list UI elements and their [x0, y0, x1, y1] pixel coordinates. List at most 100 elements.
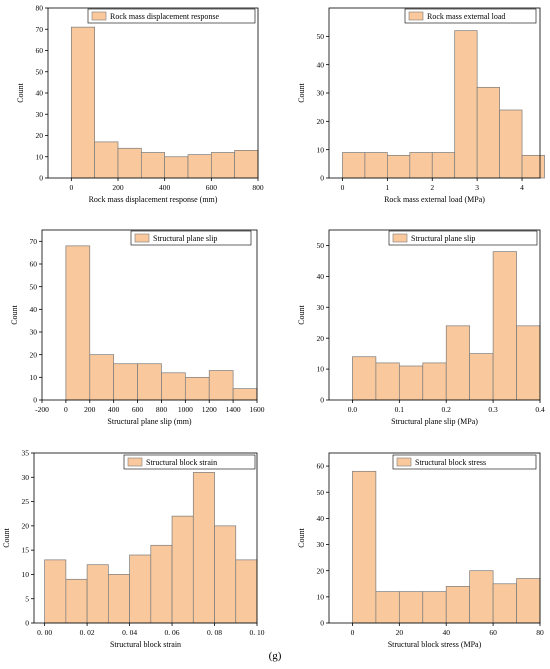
histogram-bar — [107, 574, 130, 624]
histogram-bar — [445, 325, 471, 401]
histogram-bar — [431, 152, 456, 179]
histogram-bar — [492, 251, 517, 401]
legend-box — [130, 230, 252, 246]
x-tick-label: 0. 04 — [122, 628, 137, 637]
histogram-bar — [235, 559, 258, 624]
y-tick-label: 10 — [317, 365, 325, 374]
y-tick-label: 50 — [317, 488, 325, 497]
y-tick-label: 70 — [36, 25, 44, 34]
x-tick-label: 1000 — [178, 405, 193, 414]
x-tick-label: 40 — [442, 628, 450, 637]
histogram-bar — [521, 154, 545, 179]
histogram-bar — [171, 515, 194, 624]
histogram-bar — [137, 363, 162, 401]
legend-swatch — [134, 233, 150, 243]
histogram-bar — [89, 354, 115, 401]
y-tick-label: 60 — [36, 46, 44, 55]
y-tick-label: 20 — [317, 334, 325, 343]
legend: Structural block strain — [123, 454, 256, 470]
x-axis-label: Structural plane slip (mm) — [107, 417, 192, 426]
histogram-bar — [187, 154, 212, 179]
plot-frame — [33, 452, 258, 624]
y-axis-label: Count — [2, 527, 11, 547]
histogram-bar — [398, 365, 424, 401]
y-tick-label: 0 — [25, 619, 29, 628]
y-tick-label: 40 — [317, 514, 325, 523]
y-tick-label: 50 — [317, 241, 325, 250]
histogram-bar — [65, 578, 88, 624]
legend-box — [87, 8, 256, 24]
chart-panel-3: -200 0 200 400 600 800 1000 1200 1400 16000102030… — [10, 229, 265, 426]
y-tick-label: 60 — [30, 260, 38, 269]
x-tick-label: 0. 00 — [37, 628, 52, 637]
histogram-bar — [492, 583, 517, 624]
y-tick-label: 50 — [317, 32, 325, 41]
y-tick-label: 20 — [36, 131, 44, 140]
y-tick-label: 50 — [36, 67, 44, 76]
x-axis-label: Structural block stress (MPa) — [388, 640, 482, 649]
x-tick-label: 0. 06 — [165, 628, 180, 637]
histogram-bar — [352, 470, 377, 624]
x-tick-label: 0.4 — [535, 405, 545, 414]
y-tick-label: 10 — [36, 152, 44, 161]
histogram-bar — [499, 109, 523, 179]
histogram-bar — [232, 388, 258, 401]
y-tick-label: 40 — [30, 305, 38, 314]
histogram-bar — [214, 525, 237, 624]
x-tick-label: 600 — [206, 183, 218, 192]
y-tick-label: 30 — [22, 473, 30, 482]
y-tick-label: 15 — [22, 546, 30, 555]
x-tick-label: 0.0 — [348, 405, 358, 414]
histogram-bar — [192, 472, 215, 624]
chart-panel-4: 0.0 0.1 0.2 0.3 0.4 0 10 20 30 40 50 Structural pla… — [297, 229, 545, 426]
histogram-bar — [70, 26, 96, 179]
legend-swatch — [408, 11, 424, 21]
legend-label: Structural block strain — [146, 458, 217, 467]
histogram-bar — [375, 591, 400, 624]
y-tick-label: 20 — [317, 566, 325, 575]
plot-frame — [328, 452, 541, 624]
x-tick-label: 2 — [430, 183, 434, 192]
x-tick-label: 0.1 — [395, 405, 405, 414]
histogram-bar — [117, 147, 142, 179]
histogram-bar — [164, 156, 189, 179]
legend: Rock mass external load — [404, 8, 537, 24]
legend-swatch — [127, 457, 143, 467]
y-tick-label: 30 — [36, 110, 44, 119]
legend-label: Structural plane slip — [411, 234, 475, 243]
histogram-bar — [342, 152, 366, 179]
x-tick-label: 200 — [84, 405, 96, 414]
x-tick-label: -200 — [35, 405, 49, 414]
x-axis-label: Structural plane slip (MPa) — [391, 417, 478, 426]
histogram-bar — [44, 559, 67, 624]
legend-swatch — [91, 11, 107, 21]
histogram-bar — [398, 591, 424, 624]
x-tick-label: 0.2 — [442, 405, 452, 414]
legend-box — [123, 454, 256, 470]
legend: Rock mass displacement response — [87, 8, 256, 24]
histogram-bar — [113, 363, 138, 401]
x-tick-label: 800 — [156, 405, 168, 414]
histogram-bar — [422, 591, 447, 624]
x-tick-label: 0. 08 — [207, 628, 222, 637]
histogram-bar — [86, 564, 109, 624]
histogram-bar — [409, 152, 433, 179]
histogram-bar — [184, 376, 210, 401]
y-tick-label: 0 — [39, 174, 43, 183]
x-tick-label: 1600 — [250, 405, 265, 414]
y-tick-label: 35 — [22, 449, 30, 458]
plot-frame — [41, 229, 258, 401]
y-tick-label: 0 — [320, 396, 324, 405]
y-tick-label: 30 — [30, 328, 38, 337]
histogram-bar — [352, 356, 377, 401]
y-tick-label: 30 — [317, 89, 325, 98]
y-tick-label: 40 — [36, 89, 44, 98]
histogram-bar — [469, 353, 494, 401]
legend-box — [404, 8, 537, 24]
plot-frame — [328, 229, 541, 401]
y-tick-label: 30 — [317, 540, 325, 549]
y-tick-label: 20 — [30, 350, 38, 359]
y-tick-label: 10 — [30, 373, 38, 382]
